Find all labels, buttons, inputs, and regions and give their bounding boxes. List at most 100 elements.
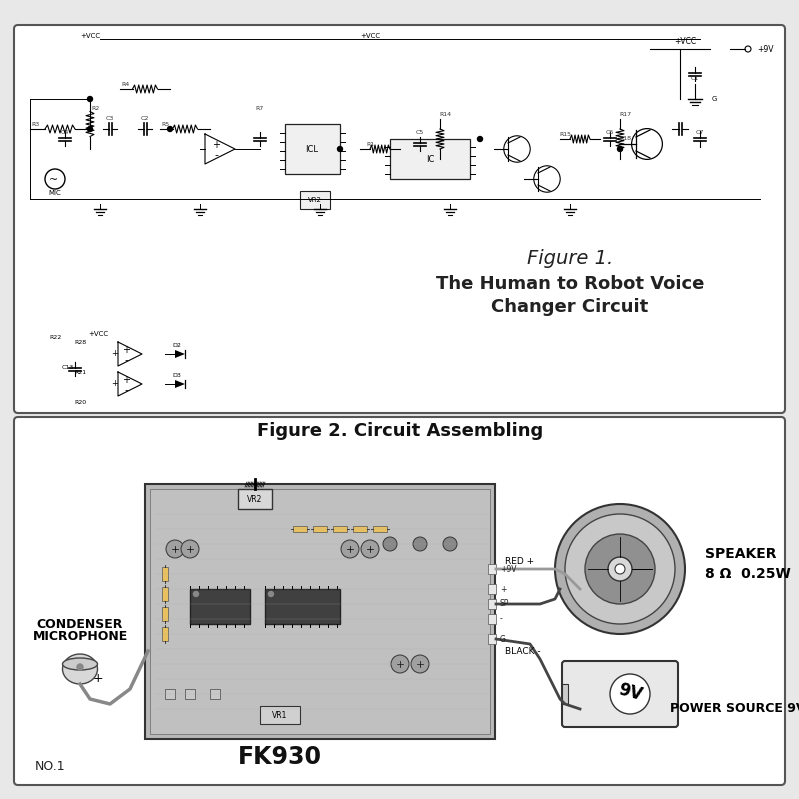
Bar	[488, 599, 496, 609]
Text: SP: SP	[500, 599, 510, 609]
Text: D2: D2	[172, 343, 181, 348]
FancyBboxPatch shape	[562, 661, 678, 727]
Bar	[300, 191, 330, 209]
Circle shape	[608, 557, 632, 581]
Circle shape	[615, 564, 625, 574]
Circle shape	[168, 126, 173, 132]
Bar	[488, 614, 496, 624]
Text: R20: R20	[74, 400, 86, 405]
Bar	[333, 526, 347, 532]
Text: -: -	[124, 355, 128, 365]
Text: MIC: MIC	[49, 190, 62, 196]
Bar	[488, 584, 496, 594]
Bar	[488, 564, 496, 574]
Bar	[185, 689, 195, 699]
Bar	[165, 689, 175, 699]
Text: C3: C3	[105, 117, 114, 121]
Circle shape	[610, 674, 650, 714]
Text: G: G	[500, 634, 506, 643]
Text: C5: C5	[415, 130, 424, 136]
Bar	[293, 526, 307, 532]
Bar	[562, 684, 568, 704]
Text: ~: ~	[49, 175, 58, 185]
Text: +: +	[122, 345, 130, 355]
Text: G: G	[712, 96, 718, 102]
Polygon shape	[175, 350, 185, 358]
Bar	[162, 567, 168, 581]
Circle shape	[478, 137, 483, 141]
Bar	[238, 489, 272, 509]
Circle shape	[443, 537, 457, 551]
Text: +: +	[93, 673, 103, 686]
Circle shape	[77, 664, 83, 670]
Bar	[162, 627, 168, 641]
FancyBboxPatch shape	[14, 25, 785, 413]
Bar	[285, 124, 340, 174]
Ellipse shape	[62, 658, 97, 670]
Text: SPEAKER: SPEAKER	[705, 547, 777, 561]
Circle shape	[555, 504, 685, 634]
Bar	[265, 589, 340, 624]
Circle shape	[268, 591, 273, 597]
Text: R3: R3	[31, 121, 39, 126]
Text: BLACK -: BLACK -	[505, 646, 541, 655]
Bar	[162, 607, 168, 621]
Text: Changer Circuit: Changer Circuit	[491, 298, 649, 316]
Text: C6: C6	[606, 130, 614, 136]
Bar	[145, 484, 495, 739]
Bar	[373, 526, 387, 532]
Text: R14: R14	[439, 113, 451, 117]
Circle shape	[88, 126, 93, 132]
Circle shape	[193, 591, 198, 597]
Circle shape	[585, 534, 655, 604]
Text: R1: R1	[366, 142, 374, 148]
Text: +: +	[112, 349, 118, 359]
Bar	[190, 589, 250, 624]
Text: +: +	[112, 380, 118, 388]
Ellipse shape	[62, 654, 97, 684]
Text: ICL: ICL	[305, 145, 319, 153]
Text: C13: C13	[62, 365, 74, 370]
Text: C1: C1	[691, 77, 699, 81]
Circle shape	[88, 97, 93, 101]
Text: VR2: VR2	[248, 495, 263, 503]
Circle shape	[181, 540, 199, 558]
Text: 8 Ω  0.25W: 8 Ω 0.25W	[705, 567, 791, 581]
Text: Figure 2. Circuit Assembling: Figure 2. Circuit Assembling	[256, 422, 543, 440]
Text: C2: C2	[141, 117, 149, 121]
Text: FK930: FK930	[238, 745, 322, 769]
Text: -: -	[214, 150, 218, 160]
Text: R22: R22	[49, 335, 62, 340]
Circle shape	[411, 655, 429, 673]
Circle shape	[413, 537, 427, 551]
Text: C7: C7	[696, 130, 704, 136]
Circle shape	[618, 146, 622, 152]
Bar	[353, 526, 367, 532]
Text: IC: IC	[426, 154, 434, 164]
Bar	[150, 489, 490, 734]
Text: +VCC: +VCC	[88, 331, 108, 337]
Polygon shape	[175, 380, 185, 388]
Text: R5: R5	[161, 122, 169, 128]
Text: +: +	[122, 375, 130, 385]
Text: POWER SOURCE 9V: POWER SOURCE 9V	[670, 702, 799, 715]
Circle shape	[565, 514, 675, 624]
Bar	[488, 634, 496, 644]
Text: +VCC: +VCC	[674, 38, 696, 46]
Text: The Human to Robot Voice: The Human to Robot Voice	[435, 275, 704, 293]
Text: +: +	[212, 140, 220, 150]
Bar	[313, 526, 327, 532]
Text: VR2: VR2	[308, 197, 322, 203]
Text: +VCC: +VCC	[80, 33, 100, 39]
Text: RED +: RED +	[505, 558, 534, 566]
Bar	[390, 139, 470, 179]
Text: D3: D3	[172, 373, 181, 378]
Text: R28: R28	[74, 340, 86, 345]
Text: R2: R2	[91, 106, 99, 112]
Text: R7: R7	[256, 106, 264, 112]
Text: R4: R4	[121, 82, 129, 88]
Circle shape	[341, 540, 359, 558]
Text: NO.1: NO.1	[35, 761, 66, 773]
Text: CONDENSER: CONDENSER	[37, 618, 123, 630]
Text: R18: R18	[619, 137, 631, 141]
